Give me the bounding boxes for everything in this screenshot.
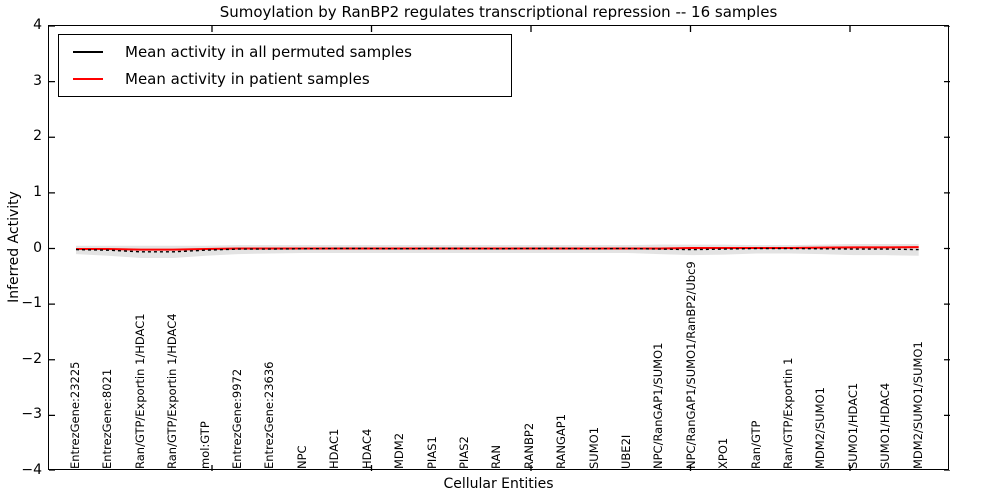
y-tick-label: 3	[33, 72, 42, 89]
y-tick-label: 2	[33, 128, 42, 145]
x-tick-label: SUMO1	[586, 426, 601, 469]
y-tick-label: −4	[21, 462, 42, 478]
x-tick-label: mol:GTP	[197, 421, 212, 469]
y-tick-label: −2	[21, 350, 42, 367]
legend-item-patient: Mean activity in patient samples	[59, 70, 511, 88]
x-tick-label: RAN	[489, 445, 504, 469]
x-tick-label: MDM2/SUMO1/SUMO1	[910, 341, 925, 469]
legend-item-permuted: Mean activity in all permuted samples	[59, 43, 511, 61]
y-tick-label: 0	[33, 239, 42, 256]
x-tick-label: NPC	[294, 445, 309, 469]
permuted-mean-line	[75, 247, 919, 253]
x-tick-label: XPO1	[716, 437, 731, 469]
x-tick-label: NPC/RanGAP1/SUMO1/RanBP2/Ubc9	[683, 261, 698, 469]
x-tick-label: NPC/RanGAP1/SUMO1	[651, 342, 666, 469]
chart-title: Sumoylation by RanBP2 regulates transcri…	[219, 3, 778, 21]
legend-label-patient: Mean activity in patient samples	[125, 69, 370, 88]
y-tick-label: −3	[21, 406, 42, 423]
x-tick-label: Ran/GTP/Exportin 1	[781, 357, 796, 469]
x-tick-label: SUMO1/HDAC1	[845, 382, 860, 469]
x-tick-label: SUMO1/HDAC4	[878, 382, 893, 469]
x-tick-label: EntrezGene:23225	[68, 361, 82, 469]
x-tick-label: PIAS1	[424, 436, 439, 469]
x-tick-label: MDM2	[392, 432, 407, 469]
y-tick-label: −1	[21, 295, 42, 312]
x-tick-label: RANGAP1	[554, 413, 569, 469]
x-tick-label: Ran/GTP/Exportin 1/HDAC4	[165, 313, 180, 469]
x-tick-label: RANBP2	[521, 422, 536, 469]
x-tick-label: PIAS2	[456, 436, 471, 469]
x-tick-label: UBE2I	[618, 434, 633, 469]
patient-line-sample	[73, 77, 103, 80]
x-tick-label: HDAC1	[327, 428, 342, 469]
legend-label-permuted: Mean activity in all permuted samples	[125, 43, 412, 62]
x-tick-label: HDAC4	[359, 428, 374, 469]
x-tick-label: Ran/GTP/Exportin 1/HDAC1	[132, 313, 147, 469]
x-tick-label: EntrezGene:9972	[230, 368, 245, 469]
x-axis-label: Cellular Entities	[443, 476, 554, 492]
legend: Mean activity in all permuted samples Me…	[58, 34, 512, 97]
patient-mean-line	[76, 246, 919, 251]
y-tick-label: 4	[33, 17, 42, 33]
permuted-line-sample	[73, 51, 103, 54]
permuted-range-band	[76, 244, 919, 258]
x-tick-label: MDM2/SUMO1	[813, 387, 828, 469]
y-tick-label: 1	[33, 183, 42, 200]
x-tick-label: EntrezGene:23636	[262, 361, 277, 469]
x-tick-label: EntrezGene:8021	[100, 368, 115, 469]
x-tick-label: Ran/GTP	[748, 420, 763, 469]
